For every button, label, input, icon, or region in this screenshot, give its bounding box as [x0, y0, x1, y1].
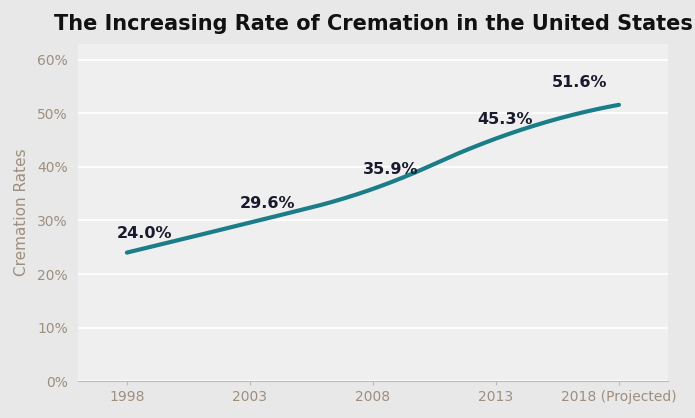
Title: The Increasing Rate of Cremation in the United States: The Increasing Rate of Cremation in the …	[54, 14, 692, 34]
Y-axis label: Cremation Rates: Cremation Rates	[14, 149, 29, 276]
Text: 35.9%: 35.9%	[363, 162, 418, 177]
Text: 24.0%: 24.0%	[117, 226, 172, 241]
Text: 29.6%: 29.6%	[240, 196, 295, 211]
Text: 45.3%: 45.3%	[477, 112, 533, 127]
Text: 51.6%: 51.6%	[551, 75, 607, 90]
